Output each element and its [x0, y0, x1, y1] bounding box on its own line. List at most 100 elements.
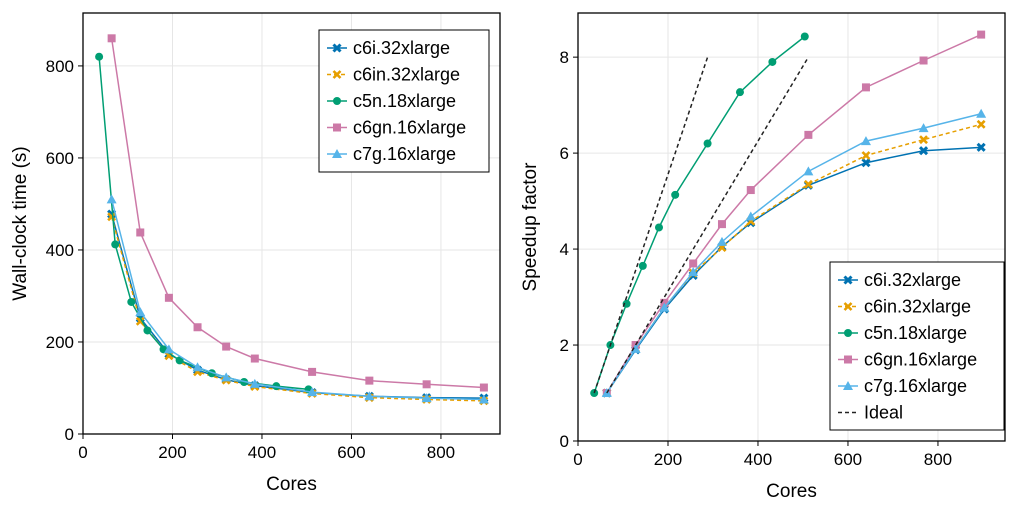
- series-c6in.32xlarge: [107, 212, 489, 406]
- x-tick-label: 400: [744, 450, 772, 469]
- series-c7g.16xlarge: [601, 108, 987, 398]
- legend-marker: [333, 97, 341, 105]
- data-point: [222, 342, 231, 351]
- series-line: [606, 113, 982, 394]
- x-tick-label: 0: [78, 443, 87, 462]
- data-point: [136, 228, 145, 237]
- data-point: [860, 136, 871, 146]
- data-point: [221, 372, 232, 382]
- data-point: [143, 326, 152, 335]
- data-point: [422, 380, 431, 389]
- data-point: [804, 130, 813, 139]
- data-point: [135, 307, 146, 317]
- series-Ideal: [593, 56, 810, 394]
- legend-label: c6gn.16xlarge: [864, 350, 977, 370]
- data-point: [745, 211, 756, 221]
- data-point: [918, 123, 929, 133]
- data-point: [307, 387, 318, 397]
- y-tick-label: 4: [560, 240, 569, 259]
- y-tick-label: 400: [46, 241, 74, 260]
- data-point: [918, 146, 929, 156]
- data-point: [135, 316, 145, 326]
- data-point: [364, 391, 375, 401]
- chart-1: 0 200 400 600 800 0 200 400 600 800 Cores Wall-cloc…: [10, 12, 501, 495]
- data-point: [421, 393, 432, 403]
- series-line: [110, 199, 484, 401]
- data-point: [976, 119, 986, 129]
- chart-2: 0 200 400 600 800 0 2 4 6 8 Cores Speedup factor c6i…: [520, 12, 1006, 502]
- legend-label: c6i.32xlarge: [864, 270, 961, 290]
- data-point: [861, 83, 870, 92]
- data-point: [717, 220, 726, 229]
- legend: c6i.32xlarge c6in.32xlarge c5n.18xlarge c6g…: [829, 261, 1005, 431]
- legend-label: c5n.18xlarge: [353, 91, 456, 111]
- legend-label: c6in.32xlarge: [353, 65, 460, 85]
- data-point: [671, 190, 680, 199]
- data-point: [107, 34, 116, 43]
- series-c6i.32xlarge: [107, 209, 489, 403]
- data-point: [919, 56, 928, 65]
- y-tick-label: 2: [560, 336, 569, 355]
- series-line: [110, 213, 484, 399]
- data-point: [688, 267, 699, 277]
- data-point: [689, 259, 698, 268]
- data-point: [95, 52, 104, 61]
- legend-label: c6in.32xlarge: [864, 297, 971, 317]
- series-line: [110, 38, 484, 389]
- y-axis-label: Wall-clock time (s): [10, 146, 31, 300]
- series-c6gn.16xlarge: [107, 34, 488, 392]
- legend-marker: [843, 275, 853, 285]
- legend-label: c7g.16xlarge: [864, 376, 967, 396]
- series-line: [110, 216, 484, 402]
- x-tick-label: 800: [924, 450, 952, 469]
- data-point: [192, 362, 203, 372]
- data-point: [861, 151, 871, 160]
- y-axis-label: Speedup factor: [520, 162, 541, 292]
- data-point: [164, 293, 173, 302]
- data-point: [106, 194, 117, 204]
- data-point: [249, 378, 260, 388]
- data-point: [768, 57, 777, 66]
- legend-box: [318, 29, 490, 173]
- data-point: [250, 354, 259, 363]
- data-point: [977, 30, 986, 39]
- x-axis-label: Cores: [266, 474, 317, 495]
- data-point: [479, 383, 488, 392]
- x-tick-label: 0: [573, 450, 582, 469]
- ideal-line: [593, 56, 709, 394]
- legend-label: c7g.16xlarge: [353, 144, 456, 164]
- data-point: [365, 376, 374, 385]
- data-point: [803, 179, 813, 189]
- legend-marker: [844, 329, 852, 337]
- legend: c6i.32xlarge c6in.32xlarge c5n.18xlarge c6g…: [318, 29, 490, 173]
- legend-label: c6i.32xlarge: [353, 38, 450, 58]
- data-point: [654, 223, 663, 232]
- plot-frame: [82, 12, 501, 435]
- y-tick-label: 8: [560, 48, 569, 67]
- legend-marker: [333, 123, 341, 132]
- data-point: [272, 382, 281, 391]
- legend-label: c6gn.16xlarge: [353, 118, 466, 138]
- data-point: [976, 142, 986, 152]
- series-line: [98, 56, 309, 391]
- y-tick-label: 800: [46, 57, 74, 76]
- data-point: [659, 302, 670, 312]
- series-line: [606, 33, 982, 394]
- x-tick-label: 200: [158, 443, 186, 462]
- legend-marker: [332, 70, 342, 79]
- x-tick-label: 800: [427, 443, 455, 462]
- series-line: [593, 35, 806, 394]
- y-tick-label: 600: [46, 149, 74, 168]
- legend-box: [829, 261, 1005, 431]
- data-point: [107, 212, 117, 222]
- legend-marker: [843, 302, 853, 311]
- x-tick-label: 600: [337, 443, 365, 462]
- data-point: [735, 88, 744, 97]
- plot-frame: [577, 12, 1006, 442]
- x-axis-label: Cores: [766, 481, 817, 502]
- data-point: [163, 344, 174, 354]
- data-point: [638, 261, 647, 270]
- x-tick-label: 600: [834, 450, 862, 469]
- legend-label: c5n.18xlarge: [864, 323, 967, 343]
